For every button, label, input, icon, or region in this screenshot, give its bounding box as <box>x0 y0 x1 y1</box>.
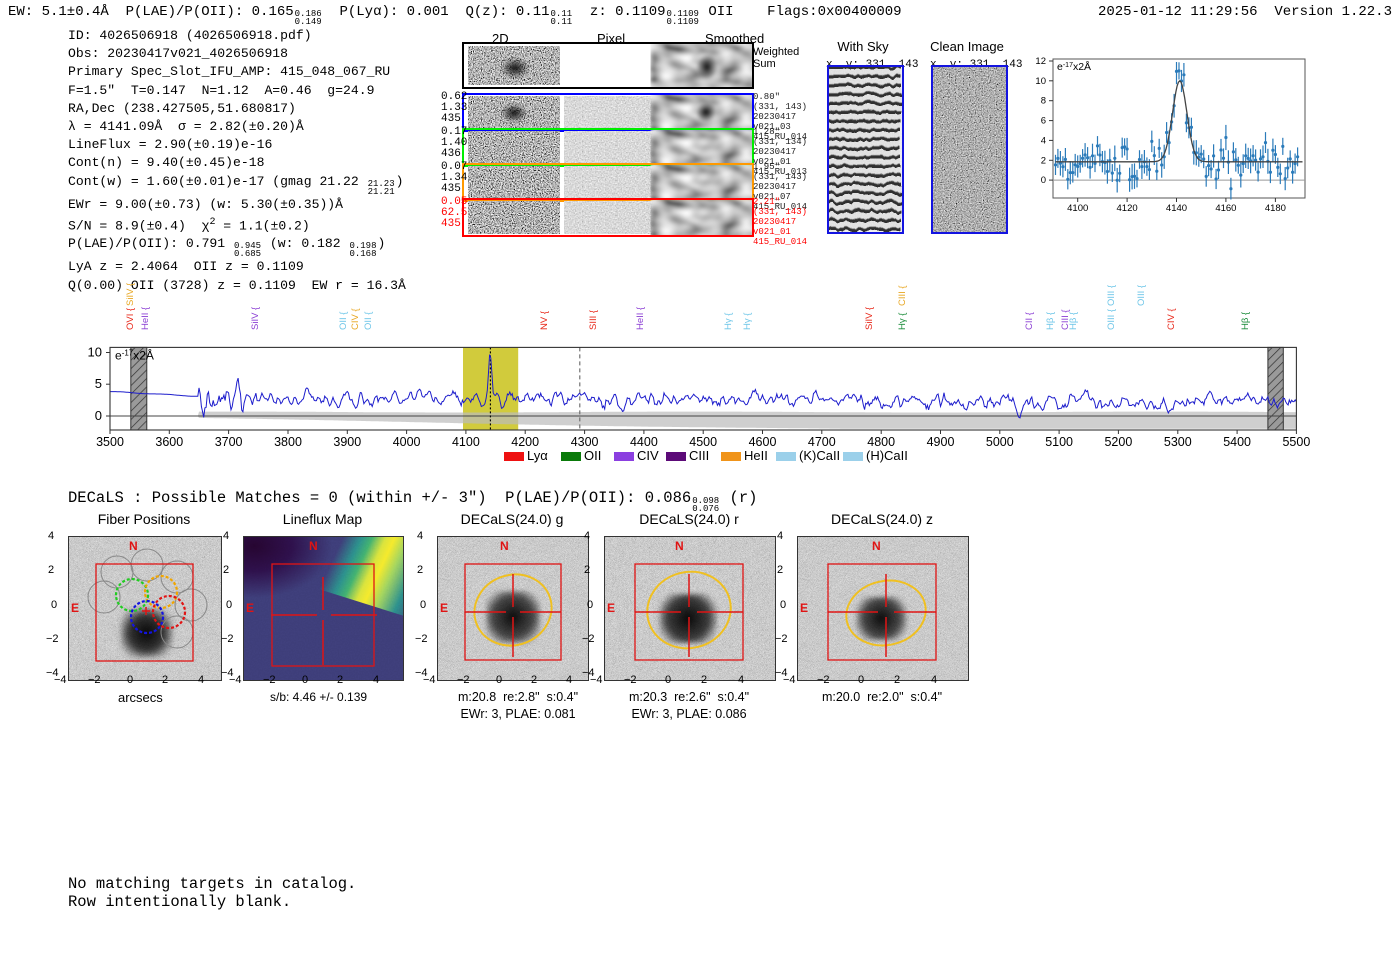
svg-text:3800: 3800 <box>274 435 302 449</box>
svg-text:e-17x2Å: e-17x2Å <box>1057 60 1091 73</box>
svg-text:4400: 4400 <box>630 435 658 449</box>
svg-text:3700: 3700 <box>215 435 243 449</box>
svg-text:8: 8 <box>1041 96 1046 107</box>
svg-text:4800: 4800 <box>867 435 895 449</box>
svg-text:10: 10 <box>88 345 102 360</box>
svg-text:5400: 5400 <box>1223 435 1251 449</box>
svg-text:4000: 4000 <box>393 435 421 449</box>
svg-text:5500: 5500 <box>1282 435 1310 449</box>
svg-text:4700: 4700 <box>808 435 836 449</box>
svg-text:4100: 4100 <box>1067 203 1088 214</box>
svg-text:5200: 5200 <box>1104 435 1132 449</box>
svg-text:4900: 4900 <box>927 435 955 449</box>
svg-text:5: 5 <box>95 376 102 391</box>
svg-text:5100: 5100 <box>1045 435 1073 449</box>
svg-text:3900: 3900 <box>333 435 361 449</box>
svg-text:4120: 4120 <box>1117 203 1138 214</box>
svg-text:0: 0 <box>1041 175 1046 186</box>
svg-text:5300: 5300 <box>1164 435 1192 449</box>
svg-text:6: 6 <box>1041 116 1046 127</box>
svg-text:4500: 4500 <box>689 435 717 449</box>
svg-text:4600: 4600 <box>749 435 777 449</box>
svg-text:4100: 4100 <box>452 435 480 449</box>
svg-text:4: 4 <box>1041 135 1046 146</box>
svg-text:2: 2 <box>1041 155 1046 166</box>
svg-text:12: 12 <box>1035 56 1046 67</box>
svg-text:10: 10 <box>1035 76 1046 87</box>
svg-text:4300: 4300 <box>571 435 599 449</box>
svg-text:0: 0 <box>95 408 102 423</box>
svg-text:4180: 4180 <box>1265 203 1286 214</box>
svg-text:4140: 4140 <box>1166 203 1187 214</box>
svg-text:3500: 3500 <box>96 435 124 449</box>
svg-text:4160: 4160 <box>1215 203 1236 214</box>
svg-text:4200: 4200 <box>511 435 539 449</box>
svg-text:3600: 3600 <box>155 435 183 449</box>
svg-text:e-17x2Å: e-17x2Å <box>115 347 154 362</box>
svg-text:5000: 5000 <box>986 435 1014 449</box>
